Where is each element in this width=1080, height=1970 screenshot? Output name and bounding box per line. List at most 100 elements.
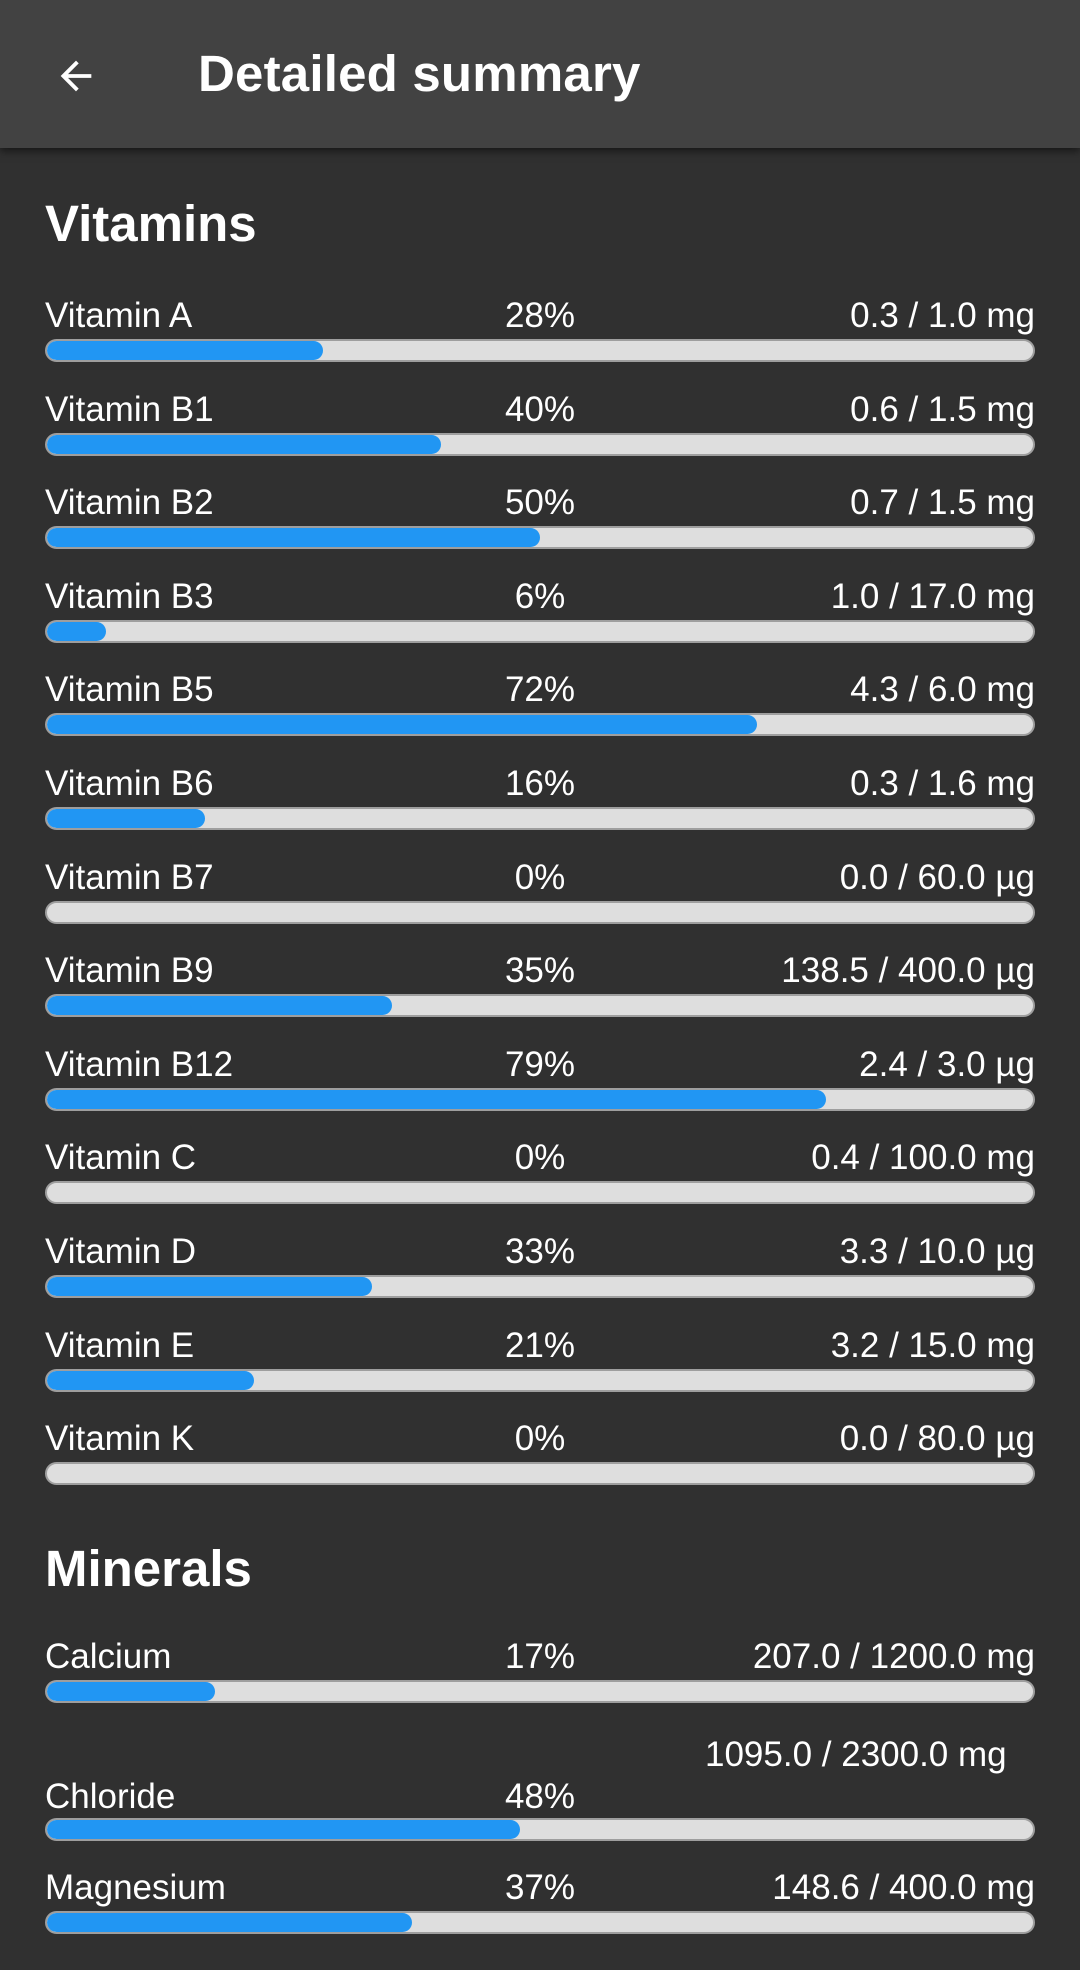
progress-fill	[47, 996, 393, 1016]
progress-bar	[45, 900, 1035, 924]
nutrient-percent: 72%	[504, 670, 576, 710]
progress-bar	[45, 713, 1035, 737]
nutrient-amount: 138.5 / 400.0 µg	[781, 951, 1035, 991]
nutrient-name: Vitamin E	[45, 1325, 195, 1365]
nutrient-percent: 6%	[514, 576, 566, 616]
nutrient-name: Vitamin B12	[45, 1044, 234, 1084]
progress-bar	[45, 1087, 1035, 1111]
app-bar: Detailed summary	[0, 0, 1080, 148]
back-button[interactable]	[38, 38, 114, 114]
nutrient-row: Vitamin B5 72% 4.3 / 6.0 mg	[45, 649, 1035, 743]
nutrient-name: Vitamin B1	[45, 389, 214, 429]
nutrient-name: Vitamin K	[45, 1419, 195, 1459]
nutrient-percent: 0%	[514, 1138, 566, 1178]
nutrient-row: Vitamin B1 40% 0.6 / 1.5 mg	[45, 369, 1035, 463]
nutrient-amount: 0.6 / 1.5 mg	[850, 389, 1035, 429]
minerals-list: Calcium 17% 207.0 / 1200.0 mg Chloride 48% 10…	[45, 1616, 1035, 1941]
nutrient-row: Vitamin B6 16% 0.3 / 1.6 mg	[45, 743, 1035, 837]
progress-fill	[47, 1820, 521, 1840]
progress-bar	[45, 526, 1035, 550]
progress-bar	[45, 1679, 1035, 1703]
nutrient-percent: 37%	[504, 1868, 576, 1908]
nutrient-row: Magnesium 37% 148.6 / 400.0 mg	[45, 1847, 1035, 1941]
nutrient-name: Vitamin B2	[45, 483, 214, 523]
nutrient-name: Vitamin C	[45, 1138, 197, 1178]
nutrient-percent: 21%	[504, 1325, 576, 1365]
nutrient-name: Vitamin B5	[45, 670, 214, 710]
progress-fill	[47, 528, 540, 548]
nutrient-amount: 0.3 / 1.6 mg	[850, 763, 1035, 803]
progress-bar	[45, 1462, 1035, 1486]
progress-fill	[47, 1370, 255, 1390]
nutrient-row: Vitamin A 28% 0.3 / 1.0 mg	[45, 275, 1035, 369]
nutrient-amount: 2.4 / 3.0 µg	[859, 1044, 1035, 1084]
nutrient-name: Vitamin B9	[45, 951, 214, 991]
nutrient-row: Calcium 17% 207.0 / 1200.0 mg	[45, 1616, 1035, 1710]
vitamins-list: Vitamin A 28% 0.3 / 1.0 mg Vitamin B1 40% 0.6…	[45, 275, 1035, 1492]
nutrient-row: Vitamin B2 50% 0.7 / 1.5 mg	[45, 462, 1035, 556]
nutrient-amount: 1095.0 / 2300.0 mg	[705, 1735, 1007, 1775]
progress-bar	[45, 1274, 1035, 1298]
progress-fill	[47, 1913, 412, 1933]
nutrient-percent: 40%	[504, 389, 576, 429]
nutrient-row: Vitamin C 0% 0.4 / 100.0 mg	[45, 1117, 1035, 1211]
nutrient-percent: 0%	[514, 1419, 566, 1459]
nutrient-row: Vitamin E 21% 3.2 / 15.0 mg	[45, 1305, 1035, 1399]
nutrient-amount: 1.0 / 17.0 mg	[830, 576, 1035, 616]
summary-content: Vitamins Vitamin A 28% 0.3 / 1.0 mg Vitamin…	[45, 148, 1035, 1941]
nutrient-amount: 0.3 / 1.0 mg	[850, 296, 1035, 335]
nutrient-percent: 28%	[504, 296, 576, 335]
progress-fill	[47, 808, 205, 828]
progress-fill	[47, 621, 107, 641]
nutrient-row: Vitamin B9 35% 138.5 / 400.0 µg	[45, 930, 1035, 1024]
nutrient-name: Chloride	[45, 1777, 176, 1817]
progress-fill	[47, 1276, 373, 1296]
progress-bar	[45, 339, 1035, 362]
arrow-back-icon	[60, 60, 92, 92]
nutrient-name: Vitamin B7	[45, 857, 214, 897]
progress-bar	[45, 806, 1035, 830]
nutrient-amount: 4.3 / 6.0 mg	[850, 670, 1035, 710]
nutrient-name: Calcium	[45, 1636, 172, 1676]
progress-bar	[45, 1818, 1035, 1842]
nutrient-percent: 16%	[504, 763, 576, 803]
nutrient-name: Vitamin A	[45, 296, 193, 335]
nutrient-name: Magnesium	[45, 1868, 226, 1908]
nutrient-percent: 35%	[504, 951, 576, 991]
nutrient-row: Vitamin K 0% 0.0 / 80.0 µg	[45, 1398, 1035, 1492]
progress-fill	[47, 434, 442, 454]
nutrient-row: Vitamin B12 79% 2.4 / 3.0 µg	[45, 1024, 1035, 1118]
progress-bar	[45, 994, 1035, 1018]
nutrient-row: Vitamin B3 6% 1.0 / 17.0 mg	[45, 556, 1035, 650]
nutrient-percent: 48%	[504, 1777, 576, 1817]
nutrient-amount: 0.0 / 60.0 µg	[839, 857, 1035, 897]
nutrient-amount: 0.4 / 100.0 mg	[811, 1138, 1035, 1178]
nutrient-percent: 33%	[504, 1231, 576, 1271]
progress-fill	[47, 1089, 826, 1109]
progress-fill	[47, 1681, 215, 1701]
progress-bar	[45, 1368, 1035, 1392]
nutrient-percent: 17%	[504, 1636, 576, 1676]
nutrient-amount: 207.0 / 1200.0 mg	[752, 1636, 1035, 1676]
progress-bar	[45, 1911, 1035, 1935]
progress-bar	[45, 1181, 1035, 1205]
vitamins-section-title: Vitamins	[45, 195, 257, 252]
progress-fill	[47, 715, 757, 735]
nutrient-percent: 79%	[504, 1044, 576, 1084]
nutrient-row: Vitamin D 33% 3.3 / 10.0 µg	[45, 1211, 1035, 1305]
progress-bar	[45, 619, 1035, 643]
nutrient-amount: 3.3 / 10.0 µg	[839, 1231, 1035, 1271]
nutrient-row: Vitamin B7 0% 0.0 / 60.0 µg	[45, 837, 1035, 931]
nutrient-name: Vitamin D	[45, 1231, 197, 1271]
progress-fill	[47, 341, 324, 360]
nutrient-amount: 3.2 / 15.0 mg	[830, 1325, 1035, 1365]
nutrient-row: Chloride 48% 1095.0 / 2300.0 mg	[45, 1709, 1035, 1847]
nutrient-amount: 148.6 / 400.0 mg	[772, 1868, 1035, 1908]
progress-bar	[45, 432, 1035, 456]
nutrient-amount: 0.0 / 80.0 µg	[839, 1419, 1035, 1459]
nutrient-name: Vitamin B6	[45, 763, 214, 803]
minerals-section-title: Minerals	[45, 1539, 252, 1597]
nutrient-percent: 0%	[514, 857, 566, 897]
nutrient-amount: 0.7 / 1.5 mg	[850, 483, 1035, 523]
nutrient-name: Vitamin B3	[45, 576, 214, 616]
